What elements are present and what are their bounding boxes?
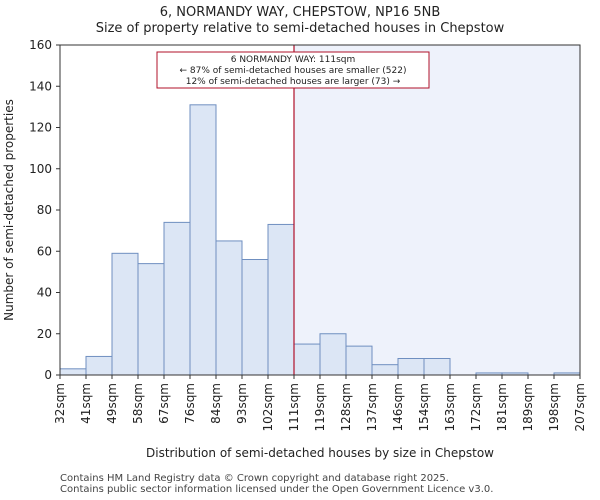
y-tick-label: 140 (29, 79, 52, 93)
bar-102sqm (267, 223, 295, 376)
y-tick-label: 40 (37, 286, 52, 300)
annotation-line-1: 6 NORMANDY WAY: 111sqm (231, 55, 356, 65)
y-tick-label: 80 (37, 203, 52, 217)
x-tick-label: 84sqm (209, 383, 223, 424)
footer-line-1: Contains HM Land Registry data © Crown c… (60, 473, 449, 484)
x-tick-label: 111sqm (287, 383, 301, 431)
bar-49sqm (111, 252, 139, 376)
x-tick-label: 137sqm (365, 383, 379, 431)
x-tick-label: 181sqm (495, 383, 509, 431)
bar-128sqm (345, 345, 373, 376)
y-tick-label: 120 (29, 121, 52, 135)
x-tick-label: 32sqm (53, 383, 67, 424)
y-axis-label: Number of semi-detached properties (2, 99, 16, 321)
bar-67sqm (163, 221, 191, 376)
chart-subtitle: Size of property relative to semi-detach… (95, 21, 505, 36)
y-tick-label: 160 (29, 38, 52, 52)
x-tick-label: 198sqm (547, 383, 561, 431)
bar-137sqm (371, 364, 399, 376)
x-tick-label: 119sqm (313, 383, 327, 431)
x-tick-label: 58sqm (131, 383, 145, 424)
annotation-line-2: ← 87% of semi-detached houses are smalle… (180, 66, 407, 76)
x-tick-label: 128sqm (339, 383, 353, 431)
y-tick-label: 100 (29, 162, 52, 176)
bar-111sqm (293, 343, 321, 376)
x-tick-label: 76sqm (183, 383, 197, 424)
x-tick-label: 207sqm (573, 383, 587, 431)
y-tick-label: 60 (37, 244, 52, 258)
x-tick-label: 67sqm (157, 383, 171, 424)
bar-41sqm (85, 355, 113, 376)
x-tick-label: 163sqm (443, 383, 457, 431)
bar-84sqm (215, 240, 243, 376)
annotation-line-3: 12% of semi-detached houses are larger (… (186, 77, 401, 87)
x-tick-label: 102sqm (261, 383, 275, 431)
y-tick-label: 20 (37, 327, 52, 341)
x-tick-label: 41sqm (79, 383, 93, 424)
y-tick-label: 0 (44, 368, 52, 382)
bar-58sqm (137, 263, 165, 376)
highlight-region (294, 45, 580, 375)
x-tick-label: 146sqm (391, 383, 405, 431)
annotation-box: 6 NORMANDY WAY: 111sqm ← 87% of semi-det… (156, 51, 430, 89)
footer-line-2: Contains public sector information licen… (60, 484, 494, 495)
bar-76sqm (189, 104, 217, 376)
x-tick-label: 172sqm (469, 383, 483, 431)
x-axis-label: Distribution of semi-detached houses by … (146, 446, 494, 460)
x-tick-label: 93sqm (235, 383, 249, 424)
bar-119sqm (319, 333, 347, 376)
x-tick-label: 154sqm (417, 383, 431, 431)
bar-32sqm (59, 368, 87, 376)
bar-146sqm (397, 358, 425, 376)
x-tick-label: 189sqm (521, 383, 535, 431)
bar-154sqm (423, 358, 451, 376)
x-tick-label: 49sqm (105, 383, 119, 424)
bar-93sqm (241, 259, 269, 376)
chart-title: 6, NORMANDY WAY, CHEPSTOW, NP16 5NB (159, 5, 441, 20)
